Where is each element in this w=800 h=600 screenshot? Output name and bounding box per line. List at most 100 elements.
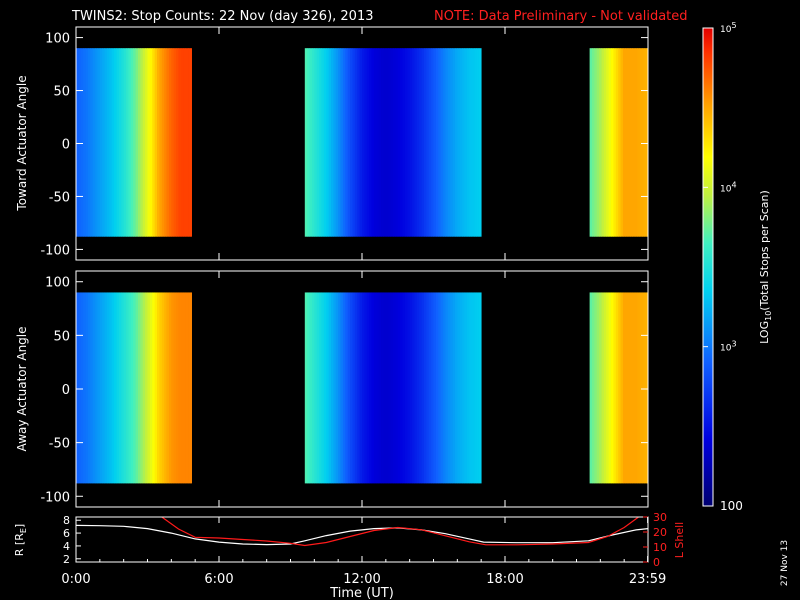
heatmap-column: [121, 292, 125, 484]
heatmap-column: [603, 48, 607, 237]
heatmap-column: [471, 48, 475, 237]
heatmap-column: [331, 292, 334, 484]
heatmap-column: [366, 292, 370, 484]
heatmap-column: [471, 292, 475, 484]
lshell-tick-label: 10: [653, 541, 667, 554]
heatmap-column: [90, 292, 94, 484]
radius-tick-label: 6: [63, 527, 70, 540]
heatmap-column: [395, 48, 399, 237]
heatmap-column: [114, 48, 117, 237]
heatmap-column: [613, 292, 617, 484]
colorbar-tick-label: 103: [720, 340, 737, 354]
away-angle-heatmap: [76, 292, 649, 484]
heatmap-column: [478, 48, 482, 237]
heatmap-column: [630, 292, 633, 484]
lshell-ylabel: L Shell: [673, 522, 686, 558]
heatmap-column: [397, 292, 401, 484]
heatmap-column: [606, 292, 610, 484]
heatmap-column: [466, 292, 470, 484]
x-tick-label: 0:00: [61, 572, 90, 587]
heatmap-column: [326, 292, 330, 484]
heatmap-column: [316, 48, 320, 237]
heatmap-column: [83, 292, 86, 484]
heatmap-column: [140, 292, 144, 484]
heatmap-column: [376, 48, 380, 237]
y-tick-label: 50: [53, 329, 70, 344]
heatmap-column: [118, 292, 122, 484]
heatmap-column: [319, 48, 322, 237]
heatmap-column: [180, 292, 184, 484]
x-tick-label: 23:59: [629, 572, 666, 587]
heatmap-column: [632, 48, 636, 237]
heatmap-column: [606, 48, 610, 237]
heatmap-column: [414, 48, 418, 237]
heatmap-column: [145, 48, 148, 237]
heatmap-column: [371, 48, 375, 237]
heatmap-column: [366, 48, 370, 237]
heatmap-column: [76, 292, 79, 484]
heatmap-column: [168, 48, 172, 237]
heatmap-column: [608, 292, 612, 484]
y-tick-label: 50: [53, 85, 70, 100]
heatmap-column: [106, 292, 110, 484]
colorbar-ticks: 105 104 103 100: [703, 21, 743, 513]
heatmap-column: [321, 292, 325, 484]
heatmap-column: [601, 292, 605, 484]
heatmap-column: [373, 292, 377, 484]
heatmap-column: [109, 48, 113, 237]
heatmap-column: [335, 292, 339, 484]
heatmap-column: [137, 48, 141, 237]
heatmap-column: [178, 48, 182, 237]
heatmap-column: [149, 48, 153, 237]
heatmap-column: [594, 48, 598, 237]
heatmap-column: [347, 48, 351, 237]
heatmap-column: [340, 292, 344, 484]
heatmap-column: [637, 48, 641, 237]
heatmap-column: [378, 48, 382, 237]
heatmap-column: [423, 292, 427, 484]
heatmap-column: [416, 292, 420, 484]
heatmap-column: [611, 292, 614, 484]
heatmap-column: [625, 48, 629, 237]
heatmap-column: [78, 292, 82, 484]
heatmap-column: [128, 48, 132, 237]
heatmap-column: [445, 48, 449, 237]
heatmap-column: [476, 292, 480, 484]
heatmap-column: [97, 292, 101, 484]
heatmap-column: [476, 48, 480, 237]
heatmap-column: [326, 48, 330, 237]
heatmap-column: [164, 48, 167, 237]
heatmap-column: [135, 292, 139, 484]
away-angle-ylabel: Away Actuator Angle: [15, 326, 29, 451]
heatmap-column: [95, 292, 98, 484]
heatmap-column: [464, 48, 468, 237]
heatmap-column: [123, 48, 127, 237]
heatmap-column: [106, 48, 110, 237]
heatmap-column: [591, 292, 595, 484]
heatmap-column: [176, 292, 179, 484]
heatmap-column: [311, 292, 315, 484]
heatmap-column: [342, 48, 346, 237]
heatmap-column: [104, 292, 108, 484]
heatmap-column: [147, 292, 151, 484]
heatmap-column: [126, 48, 129, 237]
heatmap-column: [618, 292, 621, 484]
heatmap-column: [409, 48, 413, 237]
heatmap-column: [159, 48, 163, 237]
heatmap-column: [168, 292, 172, 484]
heatmap-column: [123, 292, 127, 484]
heatmap-column: [149, 292, 153, 484]
heatmap-column: [364, 292, 368, 484]
heatmap-column: [364, 48, 368, 237]
heatmap-column: [478, 292, 482, 484]
heatmap-column: [314, 292, 318, 484]
heatmap-column: [620, 292, 624, 484]
heatmap-column: [362, 48, 365, 237]
heatmap-column: [421, 48, 425, 237]
lshell-tick-label: 20: [653, 526, 667, 539]
heatmap-column: [152, 48, 156, 237]
heatmap-column: [594, 292, 598, 484]
heatmap-column: [395, 292, 399, 484]
heatmap-column: [80, 292, 84, 484]
heatmap-column: [114, 292, 117, 484]
